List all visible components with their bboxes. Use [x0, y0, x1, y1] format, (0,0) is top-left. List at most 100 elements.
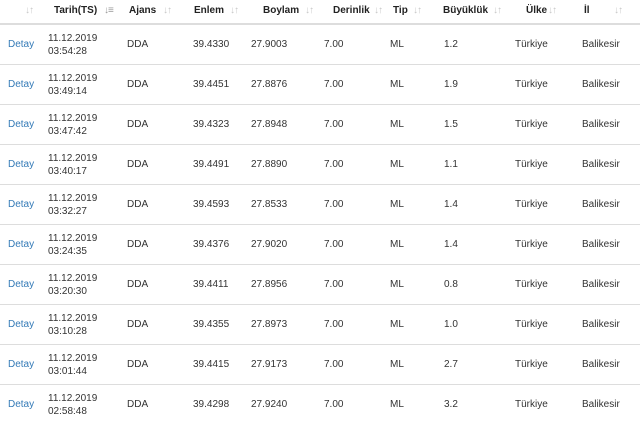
agency-cell: DDA [122, 105, 183, 145]
province-cell: Balikesir [570, 385, 640, 424]
header-detail[interactable]: ↓↑ [0, 0, 44, 24]
magnitude-cell: 3.2 [439, 385, 512, 424]
detail-link[interactable]: Detay [0, 159, 34, 170]
agency-cell: DDA [122, 385, 183, 424]
magnitude-cell: 1.1 [439, 145, 512, 185]
sort-icon: ↓↑ [163, 5, 171, 16]
header-country[interactable]: Ülke ↓↑ [512, 0, 570, 24]
province-cell: Balikesir [570, 24, 640, 65]
time-text: 03:24:35 [48, 245, 122, 258]
type-cell: ML [388, 345, 439, 385]
date-text: 11.12.2019 [48, 392, 122, 405]
agency-cell: DDA [122, 24, 183, 65]
province-cell: Balikesir [570, 145, 640, 185]
detail-link[interactable]: Detay [0, 79, 34, 90]
detail-link[interactable]: Detay [0, 359, 34, 370]
sort-icon: ↓↑ [413, 5, 421, 16]
latitude-cell: 39.4376 [183, 225, 243, 265]
detail-link[interactable]: Detay [0, 119, 34, 130]
time-text: 03:20:30 [48, 285, 122, 298]
depth-cell: 7.00 [318, 305, 388, 345]
detail-link[interactable]: Detay [0, 279, 34, 290]
depth-cell: 7.00 [318, 185, 388, 225]
country-cell: Türkiye [512, 225, 570, 265]
agency-cell: DDA [122, 185, 183, 225]
latitude-cell: 39.4451 [183, 65, 243, 105]
detail-link[interactable]: Detay [0, 239, 34, 250]
agency-cell: DDA [122, 225, 183, 265]
header-date-label: Tarih(TS) [54, 5, 97, 16]
magnitude-cell: 1.9 [439, 65, 512, 105]
longitude-cell: 27.8533 [243, 185, 318, 225]
date-text: 11.12.2019 [48, 192, 122, 205]
province-cell: Balikesir [570, 345, 640, 385]
country-cell: Türkiye [512, 185, 570, 225]
detail-link[interactable]: Detay [0, 199, 34, 210]
header-depth[interactable]: Derinlik ↓↑ [318, 0, 388, 24]
header-depth-label: Derinlik [333, 5, 370, 16]
country-cell: Türkiye [512, 65, 570, 105]
header-magnitude[interactable]: Büyüklük ↓↑ [439, 0, 512, 24]
header-province[interactable]: İl ↓↑ [570, 0, 640, 24]
date-text: 11.12.2019 [48, 152, 122, 165]
latitude-cell: 39.4298 [183, 385, 243, 424]
magnitude-cell: 1.2 [439, 24, 512, 65]
latitude-cell: 39.4355 [183, 305, 243, 345]
agency-cell: DDA [122, 145, 183, 185]
longitude-cell: 27.8876 [243, 65, 318, 105]
magnitude-cell: 1.4 [439, 225, 512, 265]
latitude-cell: 39.4330 [183, 24, 243, 65]
detail-link[interactable]: Detay [0, 319, 34, 330]
header-longitude[interactable]: Boylam ↓↑ [243, 0, 318, 24]
time-text: 02:58:48 [48, 405, 122, 418]
longitude-cell: 27.8948 [243, 105, 318, 145]
latitude-cell: 39.4411 [183, 265, 243, 305]
longitude-cell: 27.9173 [243, 345, 318, 385]
latitude-cell: 39.4593 [183, 185, 243, 225]
depth-cell: 7.00 [318, 145, 388, 185]
time-text: 03:32:27 [48, 205, 122, 218]
header-date[interactable]: Tarih(TS) ↓≡ [44, 0, 122, 24]
date-text: 11.12.2019 [48, 312, 122, 325]
sort-icon: ↓↑ [493, 5, 501, 16]
detail-link[interactable]: Detay [0, 399, 34, 410]
time-text: 03:49:14 [48, 85, 122, 98]
sort-icon: ↓↑ [305, 5, 313, 16]
depth-cell: 7.00 [318, 265, 388, 305]
header-type[interactable]: Tip ↓↑ [388, 0, 439, 24]
header-latitude[interactable]: Enlem ↓↑ [183, 0, 243, 24]
depth-cell: 7.00 [318, 105, 388, 145]
province-cell: Balikesir [570, 225, 640, 265]
depth-cell: 7.00 [318, 385, 388, 424]
magnitude-cell: 1.5 [439, 105, 512, 145]
country-cell: Türkiye [512, 24, 570, 65]
detail-link[interactable]: Detay [0, 39, 34, 50]
header-magnitude-label: Büyüklük [443, 5, 488, 16]
magnitude-cell: 0.8 [439, 265, 512, 305]
header-latitude-label: Enlem [194, 5, 224, 16]
type-cell: ML [388, 225, 439, 265]
header-agency-label: Ajans [129, 5, 156, 16]
sort-icon: ↓↑ [614, 5, 622, 16]
country-cell: Türkiye [512, 145, 570, 185]
header-longitude-label: Boylam [263, 5, 299, 16]
header-agency[interactable]: Ajans ↓↑ [122, 0, 183, 24]
agency-cell: DDA [122, 345, 183, 385]
